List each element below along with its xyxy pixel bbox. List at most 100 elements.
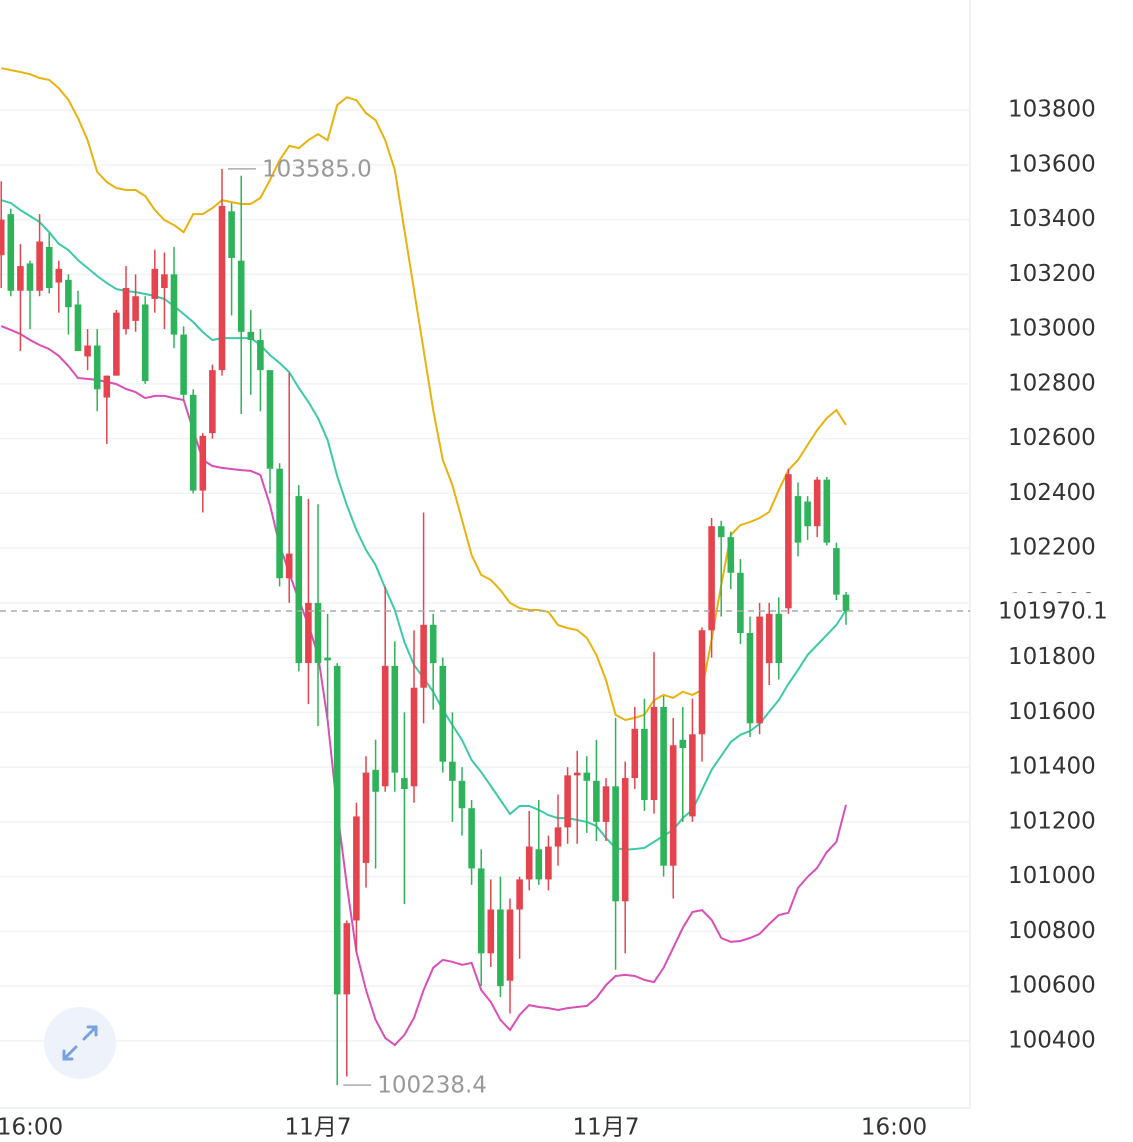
candle-body [439,665,447,762]
x-tick-label: 16:00 [861,1115,927,1141]
candle-body [170,274,178,335]
expand-button-bg[interactable] [44,1007,116,1079]
candle-body [7,214,15,291]
candle-body [794,496,802,543]
y-tick-label: 102200 [1008,535,1096,561]
labels: 100400 100600 100800 101000 101200 101400 1016… [0,97,1133,1141]
candle-body [93,345,101,390]
expand-icon[interactable] [62,1025,98,1061]
y-tick-label: 101200 [1008,808,1096,834]
y-tick-label: 101000 [1008,863,1096,889]
y-tick-label: 101800 [1008,644,1096,670]
candle-body [266,370,274,469]
y-tick-label: 100400 [1008,1027,1096,1053]
candle-body [823,479,831,543]
candle-body [36,241,43,291]
candle-body [564,775,571,828]
candle-body [295,496,303,664]
candle-body [257,340,264,371]
candle-body [717,526,725,538]
candle-body [237,260,245,332]
candle-body [189,394,197,491]
high_label-text: 103585.0 [262,156,372,182]
candle-body [487,909,495,954]
candle-body [756,616,763,724]
candle-body [343,923,351,995]
candle-body [804,501,811,527]
candle-body [141,304,149,382]
candle-body [593,780,600,822]
candle-body [727,537,735,573]
candle-body [372,769,379,792]
y-tick-label: 103800 [1008,97,1096,123]
candle-body [420,624,427,688]
candle-body [55,268,63,283]
candle-body [842,594,850,612]
candle-body [833,548,840,595]
y-tick-label: 103600 [1008,151,1096,177]
candle-body [161,274,168,289]
candle-body [180,334,187,395]
candle-body [477,868,485,954]
y-tick-label: 102600 [1008,425,1096,451]
candle-body [218,205,226,371]
x-tick-label: 16:00 [0,1115,63,1141]
y-tick-label: 100800 [1008,918,1096,944]
y-tick-label: 103400 [1008,206,1096,232]
candle-body [612,786,619,902]
candle-body [228,211,235,258]
low_label-text: 100238.4 [377,1073,487,1099]
candle-body [410,687,418,787]
candle-body [449,761,456,781]
candle-body [324,657,331,661]
candle-body [132,296,139,321]
candle-body [0,219,5,256]
y-tick-label: 102400 [1008,480,1096,506]
candle-body [583,772,591,781]
candle-body [545,846,552,880]
expand-button[interactable] [44,1007,116,1079]
candle-body [391,665,399,773]
candle-body [516,879,523,910]
last-price-bg [990,593,1133,630]
y-tick-label: 100600 [1008,973,1096,999]
candle-body [785,474,792,609]
candle-body [698,630,706,735]
candle-body [429,624,437,664]
candle-body [381,665,389,787]
y-tick-label: 101400 [1008,754,1096,780]
candle-body [535,849,543,880]
candle-body [122,288,130,330]
candle-body [314,602,322,664]
candle-body [113,312,120,376]
grid [0,109,970,1042]
candle-body [746,632,754,724]
candle-body [708,526,715,631]
candle-body [497,909,504,987]
candle-body [506,909,514,981]
candle-body [305,602,312,664]
candle-body [17,266,24,291]
y-tick-label: 103000 [1008,316,1096,342]
candle-body [669,745,677,866]
candles [0,168,850,1086]
candle-body [276,468,283,579]
candle-body [813,479,821,527]
candle-body [573,772,581,776]
candle-body [660,706,667,866]
candle-body [689,734,696,817]
candle-body [65,279,72,308]
candle-body [602,786,610,822]
candle-body [199,435,207,491]
candle-body [775,613,783,664]
candle-body [74,304,82,351]
candle-body [362,772,370,863]
candle-body [26,263,34,291]
candle-body [525,846,533,880]
candle-body [765,613,773,664]
candle-body [554,827,562,847]
candle-body [103,375,111,398]
x-tick-label: 11月7 [285,1115,352,1141]
candle-body [458,780,466,809]
